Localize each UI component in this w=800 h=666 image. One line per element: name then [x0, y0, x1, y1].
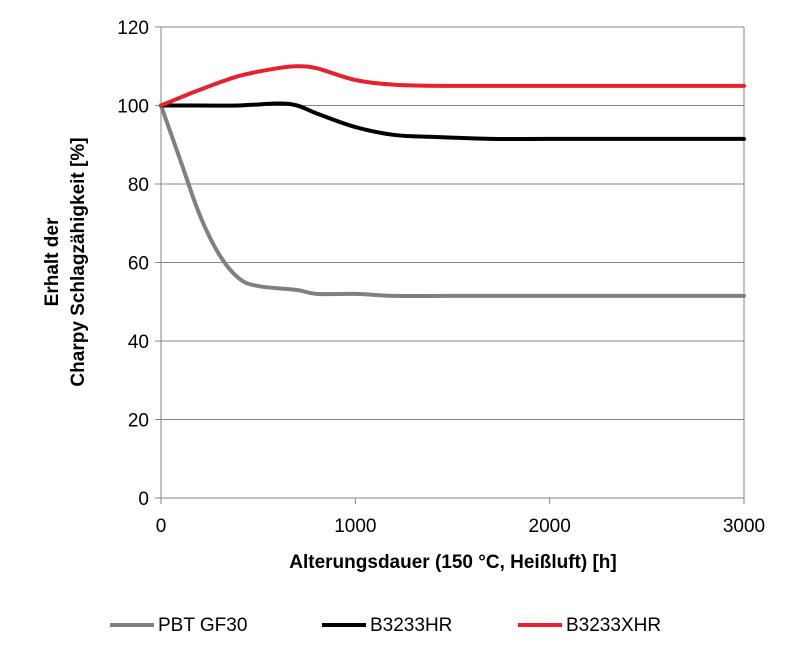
axes [155, 26, 745, 504]
y-tick-label: 60 [128, 254, 149, 275]
y-tick-label: 120 [117, 18, 149, 39]
series-line-b3233hr [159, 101, 746, 142]
x-tick-label: 3000 [723, 516, 765, 537]
y-tick-label: 80 [128, 175, 149, 196]
y-tick-labels: 0 20 40 60 80 100 120 [117, 18, 149, 510]
series-line-pbt-gf30 [159, 103, 746, 299]
series-lines [159, 64, 746, 299]
y-axis-title-line-1: Erhalt der [42, 217, 63, 306]
legend-label-b3233xhr: B3233XHR [566, 615, 661, 636]
y-axis-title-line-2: Charpy Schlagzähigkeit [%] [68, 137, 89, 386]
x-tick-label: 1000 [334, 516, 376, 537]
x-tick-label: 2000 [529, 516, 571, 537]
legend-label-pbt-gf30: PBT GF30 [158, 615, 247, 636]
x-axis-title: Alterungsdauer (150 °C, Heißluft) [h] [289, 552, 616, 573]
y-tick-label: 40 [128, 332, 149, 353]
x-tick-label: 0 [156, 516, 167, 537]
y-tick-label: 20 [128, 411, 149, 432]
legend-label-b3233hr: B3233HR [370, 615, 452, 636]
y-tick-label: 100 [117, 97, 149, 118]
series-line-b3233xhr [159, 64, 746, 108]
x-tick-labels: 0 1000 2000 3000 [156, 516, 765, 537]
legend: PBT GF30 B3233HR B3233XHR [110, 615, 661, 636]
y-tick-label: 0 [138, 489, 149, 510]
